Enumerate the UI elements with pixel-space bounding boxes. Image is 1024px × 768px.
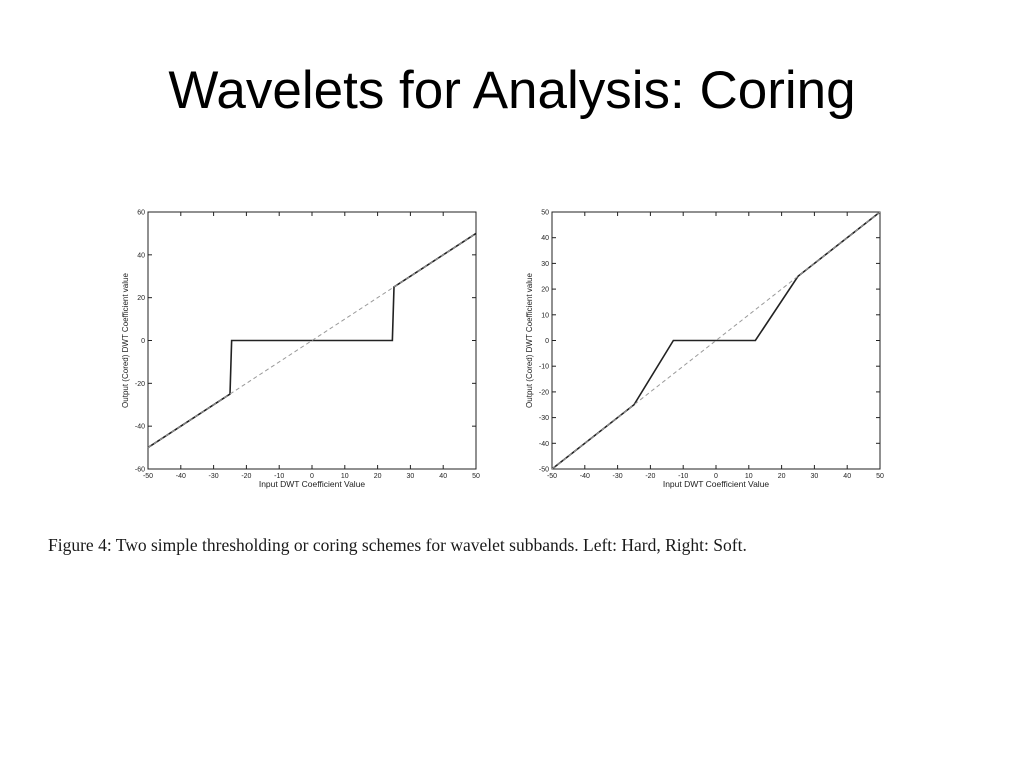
y-tick-label: 0 (141, 338, 145, 345)
y-tick-label: -50 (539, 467, 549, 474)
y-tick-label: 0 (545, 338, 549, 345)
x-tick-label: -20 (645, 473, 655, 480)
x-tick-label: 50 (472, 473, 480, 480)
y-tick-label: 50 (541, 210, 549, 217)
x-tick-label: 30 (407, 473, 415, 480)
x-tick-label: -10 (678, 473, 688, 480)
y-tick-label: -20 (539, 389, 549, 396)
x-tick-label: -50 (143, 473, 153, 480)
figure-caption: Figure 4: Two simple thresholding or cor… (48, 535, 747, 555)
y-tick-label: 30 (541, 261, 549, 268)
x-tick-label: 50 (876, 473, 884, 480)
y-tick-label: -10 (539, 364, 549, 371)
y-tick-label: -20 (135, 381, 145, 388)
soft-thresholding-chart: -50 -40 -30 -20 -10 0 10 20 30 40 50 -50 -40 -30 -20 -1… (525, 210, 884, 490)
x-tick-label: 0 (714, 473, 718, 480)
y-tick-label: -30 (539, 415, 549, 422)
x-tick-label: 0 (310, 473, 314, 480)
x-axis-label: Input DWT Coefficient Value (663, 479, 770, 489)
x-tick-label: -30 (613, 473, 623, 480)
x-tick-label: 20 (374, 473, 382, 480)
x-tick-label: 10 (745, 473, 753, 480)
y-tick-label: -40 (539, 441, 549, 448)
slide-title: Wavelets for Analysis: Coring (168, 61, 856, 120)
hard-thresholding-chart: -50 -40 -30 -20 -10 0 10 20 30 40 50 -60 -40 -20 0 20 40… (121, 210, 480, 490)
y-tick-label: 60 (137, 210, 145, 217)
y-tick-label: 20 (541, 287, 549, 294)
y-tick-label: 40 (541, 235, 549, 242)
x-tick-label: 40 (843, 473, 851, 480)
y-axis-label: Output (Cored) DWT Coefficient value (121, 273, 130, 408)
x-tick-label: -30 (209, 473, 219, 480)
x-tick-label: 10 (341, 473, 349, 480)
x-tick-label: 40 (439, 473, 447, 480)
x-tick-label: 20 (778, 473, 786, 480)
x-tick-label: -50 (547, 473, 557, 480)
x-tick-label: -40 (176, 473, 186, 480)
y-tick-label: 40 (137, 252, 145, 259)
y-tick-label: -60 (135, 467, 145, 474)
x-tick-label: -40 (580, 473, 590, 480)
y-tick-label: 10 (541, 312, 549, 319)
x-axis-label: Input DWT Coefficient Value (259, 479, 366, 489)
y-tick-label: -40 (135, 424, 145, 431)
x-tick-label: -10 (274, 473, 284, 480)
y-tick-label: 20 (137, 295, 145, 302)
identity-reference-line (147, 232, 477, 449)
y-axis-label: Output (Cored) DWT Coefficient value (525, 273, 534, 408)
x-tick-label: -20 (241, 473, 251, 480)
x-tick-label: 30 (811, 473, 819, 480)
